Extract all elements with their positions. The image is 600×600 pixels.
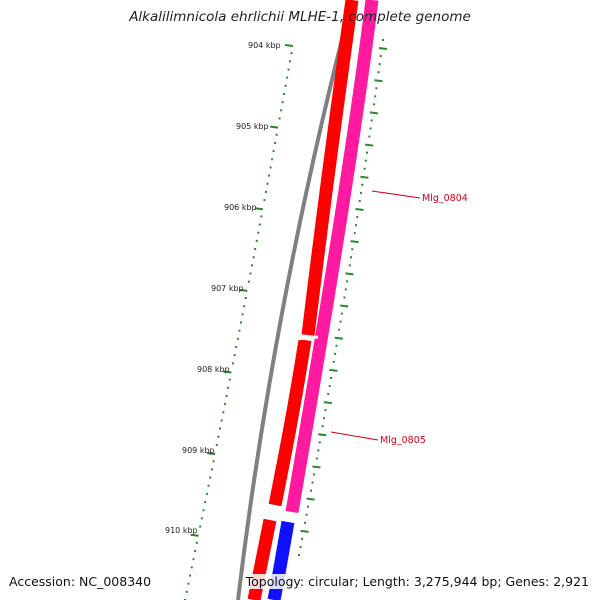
genome-backbone <box>236 0 354 600</box>
scale-major-tick <box>190 533 199 537</box>
leader-line-Mlg_0805 <box>330 431 379 441</box>
outer-major-tick <box>318 433 327 437</box>
scale-label-907: 907 kbp <box>211 284 244 293</box>
scale-major-tick <box>269 125 279 129</box>
scale-label-905: 905 kbp <box>236 122 269 131</box>
outer-major-tick <box>312 465 321 469</box>
outer-major-tick <box>334 336 343 340</box>
gene-forward-lower <box>247 518 277 600</box>
scale-major-tick <box>284 44 294 47</box>
map-title: Alkalilimnicola ehrlichii MLHE-1, comple… <box>129 9 471 25</box>
segment-gap <box>263 511 301 517</box>
scale-label-906: 906 kbp <box>224 203 257 212</box>
scale-label-904: 904 kbp <box>248 41 281 50</box>
gene-forward-middle <box>268 338 312 507</box>
scale-label-908: 908 kbp <box>197 365 230 374</box>
scale-major-tick <box>207 452 216 456</box>
feature-blue <box>267 520 295 600</box>
scale-label-910: 910 kbp <box>165 526 198 535</box>
gene-forward-upper <box>301 0 359 336</box>
outer-major-tick <box>350 240 359 244</box>
outer-major-tick <box>329 368 338 372</box>
scale-major-tick <box>223 370 232 374</box>
leader-line-Mlg_0804 <box>371 190 421 199</box>
segment-gap <box>295 335 319 341</box>
outer-major-tick <box>300 529 309 533</box>
outer-major-tick <box>306 497 315 501</box>
scale-labels: 904 kbp 905 kbp 906 kbp 907 kbp 908 kbp … <box>165 41 281 535</box>
outer-major-tick <box>340 304 349 308</box>
scale-label-909: 909 kbp <box>182 446 215 455</box>
gene-reverse-Mlg_0804-0805 <box>285 0 379 514</box>
outer-major-tick <box>323 401 332 405</box>
outer-major-tick <box>355 207 364 211</box>
outer-major-tick <box>378 47 388 51</box>
gene-label-Mlg_0804[interactable]: Mlg_0804 <box>422 193 468 204</box>
genome-summary-text: Topology: circular; Length: 3,275,944 bp… <box>243 574 591 589</box>
scale-ticks <box>184 39 388 600</box>
scale-major-tick <box>239 288 248 292</box>
outer-major-tick <box>365 143 374 147</box>
gene-label-Mlg_0805[interactable]: Mlg_0805 <box>380 435 426 446</box>
outer-major-tick <box>374 79 383 83</box>
accession-text: Accession: NC_008340 <box>9 574 152 589</box>
outer-major-tick <box>360 175 369 179</box>
outer-major-tick <box>369 111 379 115</box>
scale-major-tick <box>254 207 264 211</box>
outer-major-tick <box>345 272 354 276</box>
